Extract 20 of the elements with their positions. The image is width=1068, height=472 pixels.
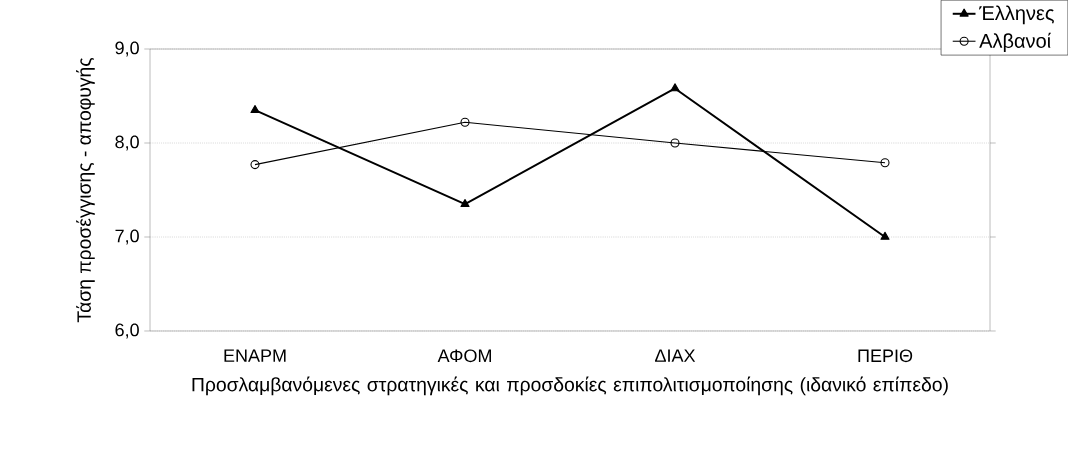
point (250, 160, 260, 170)
point (670, 138, 680, 148)
legend-label: Έλληνες (979, 5, 1054, 25)
y-tick-label: 7,0 (115, 229, 139, 245)
point (880, 231, 890, 240)
y-tick-label: 8,0 (115, 135, 139, 151)
x-tick-label: ΔΙΑΧ (655, 349, 696, 362)
x-tick-label: ΠΕΡΙΘ (858, 349, 913, 363)
x-tick-label: ΑΦΟΜ (437, 349, 491, 363)
point (670, 83, 680, 92)
y-tick-label: 9,0 (115, 41, 139, 57)
x-tick-label: ΕΝΑΡΜ (224, 349, 286, 362)
point (460, 117, 470, 127)
y-tick-label: 6,0 (115, 323, 139, 339)
legend-label: Αλβανοί (979, 32, 1051, 52)
point (460, 198, 470, 207)
point (880, 158, 890, 168)
point (250, 104, 260, 113)
x-axis-title: Προσλαμβανόμενες στρατηγικές και προσδοκίες επιπολιτισμοποίησης (ιδανικό επίπεδο) (192, 376, 948, 396)
y-axis-title: Τάση προσέγγισης - αποφυγής (76, 58, 95, 323)
